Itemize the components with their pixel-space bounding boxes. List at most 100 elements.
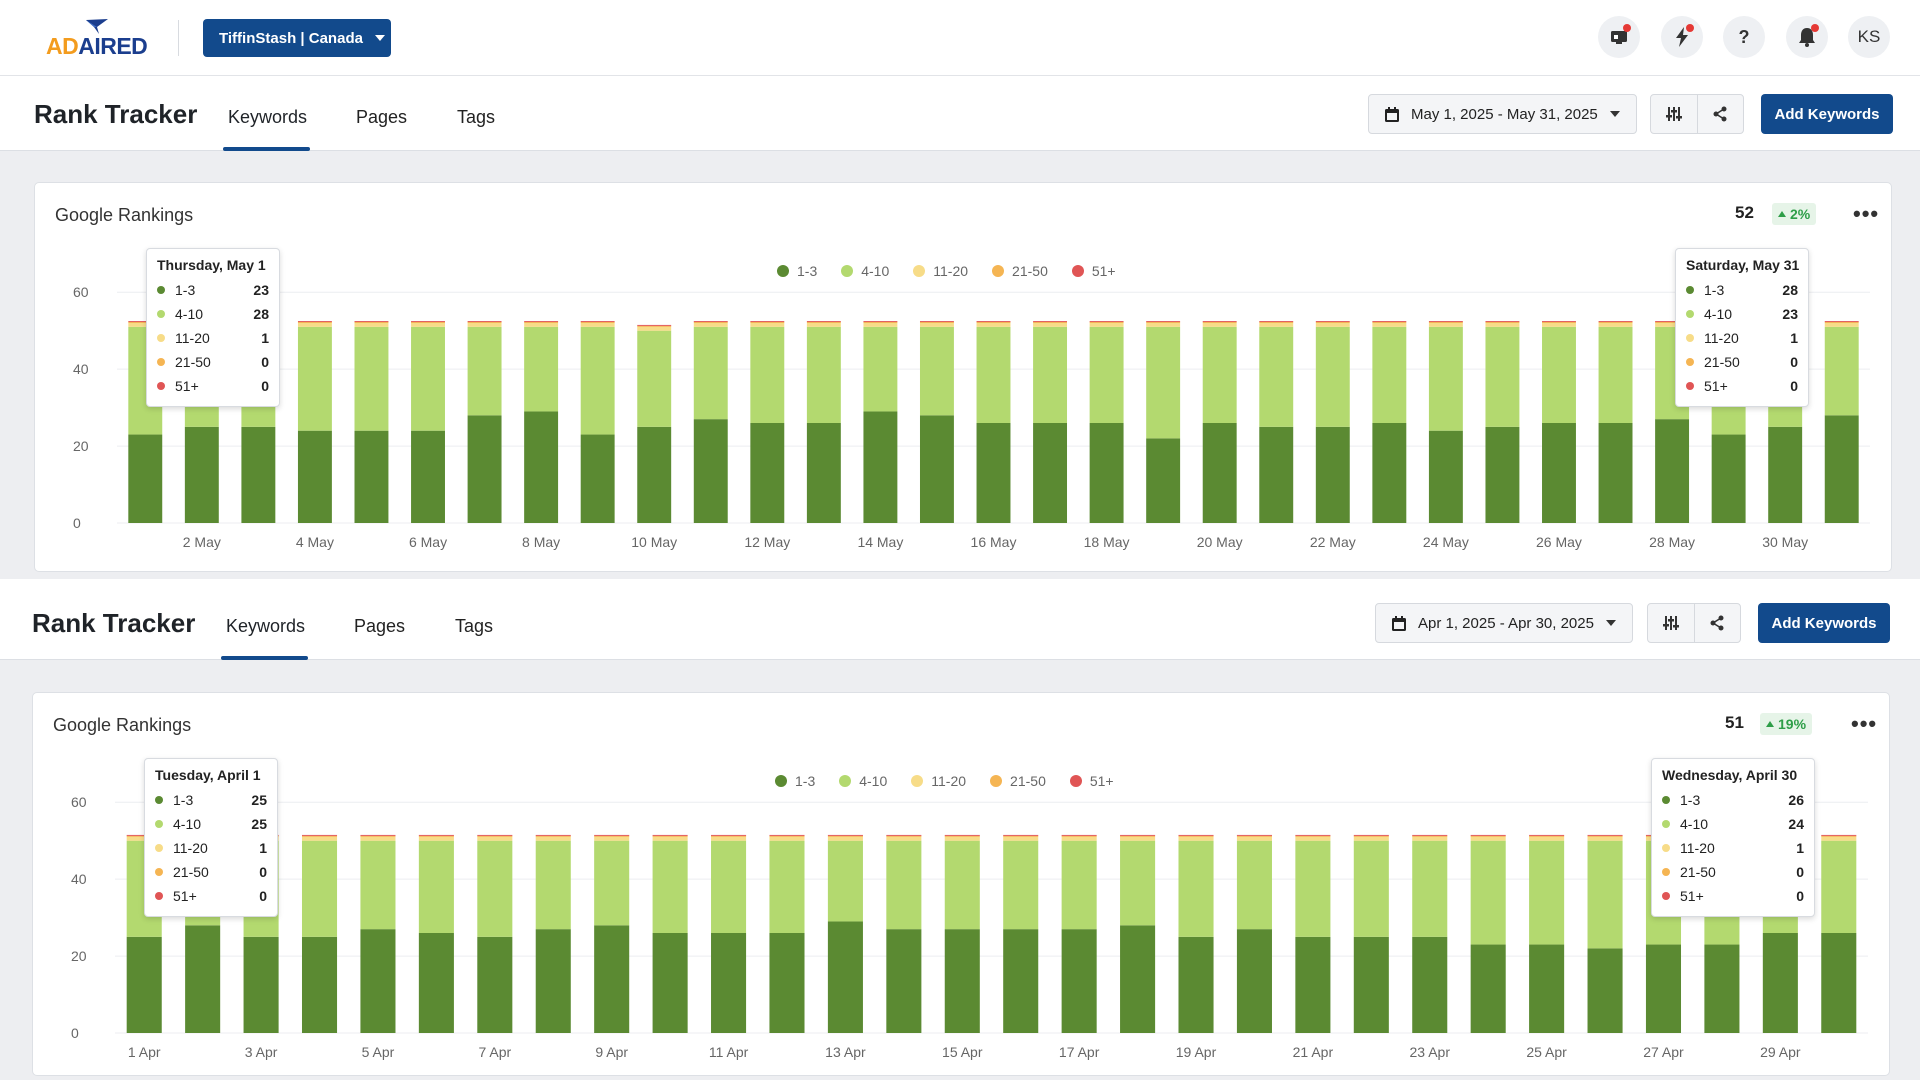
bar-segment-21-50: [360, 835, 396, 837]
bar-segment-1-3: [185, 925, 221, 1033]
x-tick-label: 20 May: [1197, 534, 1243, 550]
legend-item-51-plus[interactable]: 51+: [1071, 263, 1116, 279]
tab-keywords[interactable]: Keywords: [226, 616, 306, 636]
legend-item-1-3[interactable]: 1-3: [777, 263, 817, 279]
bar-segment-4-10: [1259, 326, 1294, 427]
bar-segment-51+: [750, 321, 785, 323]
bar-segment-1-3: [1711, 434, 1746, 523]
tooltip-date: Wednesday, April 30: [1662, 767, 1798, 783]
bar-segment-51+: [919, 321, 954, 323]
bar-segment-21-50: [693, 322, 728, 323]
bar-segment-1-3: [806, 423, 841, 523]
tab-tags[interactable]: Tags: [457, 107, 496, 127]
share-icon[interactable]: [1693, 604, 1740, 642]
bar-segment-1-3: [128, 434, 163, 523]
bar-segment-11-20: [594, 836, 630, 841]
tab-pages[interactable]: Pages: [354, 616, 406, 636]
bar-segment-4-10: [580, 326, 615, 435]
legend-item-11-20[interactable]: 11-20: [911, 773, 966, 789]
bar-segment-11-20: [1146, 323, 1181, 327]
tab-keywords[interactable]: Keywords: [228, 107, 308, 127]
bolt-icon[interactable]: [1661, 16, 1703, 58]
x-tick-label: 4 May: [296, 534, 334, 550]
bar-segment-51+: [1202, 321, 1237, 323]
adaired-logo[interactable]: ADAIRED: [46, 18, 148, 59]
legend-item-4-10[interactable]: 4-10: [839, 773, 887, 789]
calendar-icon: [1392, 615, 1406, 631]
add-keywords-button[interactable]: Add Keywords: [1758, 603, 1890, 643]
chart-legend: 1-3 4-10 11-20 21-50 51+: [777, 263, 1116, 279]
page-title: Rank Tracker: [34, 99, 198, 129]
bar-segment-11-20: [750, 323, 785, 327]
bar-segment-51+: [1353, 834, 1389, 836]
bar-segment-4-10: [750, 326, 785, 423]
filter-settings-icon[interactable]: [1648, 604, 1694, 642]
calendar-icon: [1385, 106, 1399, 122]
bar-segment-11-20: [1470, 836, 1506, 841]
date-range-picker[interactable]: May 1, 2025 - May 31, 2025: [1368, 94, 1637, 134]
bar-segment-51+: [1412, 834, 1448, 836]
avatar[interactable]: KS: [1848, 16, 1890, 58]
bar-segment-4-10: [1824, 326, 1859, 416]
filter-settings-icon[interactable]: [1651, 95, 1697, 133]
more-options-icon[interactable]: •••: [1853, 201, 1880, 226]
bar-segment-21-50: [1412, 835, 1448, 837]
monitor-alert-icon[interactable]: [1598, 16, 1640, 58]
bar-segment-1-3: [1236, 929, 1272, 1033]
legend-item-21-50[interactable]: 21-50: [992, 263, 1048, 279]
bar-segment-51+: [886, 834, 922, 836]
share-icon[interactable]: [1696, 95, 1743, 133]
help-icon[interactable]: ?: [1723, 16, 1765, 58]
bar-segment-11-20: [467, 323, 502, 327]
bar-segment-1-3: [241, 426, 276, 523]
bar-segment-1-3: [184, 426, 219, 523]
x-tick-label: 17 Apr: [1059, 1044, 1100, 1060]
x-tick-label: 1 Apr: [128, 1044, 161, 1060]
legend-item-51-plus[interactable]: 51+: [1069, 773, 1114, 789]
bar-segment-21-50: [652, 835, 688, 837]
bar-segment-11-20: [863, 323, 898, 327]
date-range-picker[interactable]: Apr 1, 2025 - Apr 30, 2025: [1375, 603, 1633, 643]
tab-pages[interactable]: Pages: [356, 107, 408, 127]
bar-segment-1-3: [1120, 925, 1156, 1033]
bar-segment-21-50: [827, 835, 863, 837]
legend-item-21-50[interactable]: 21-50: [990, 773, 1046, 789]
bar-segment-4-10: [1428, 326, 1463, 431]
bar-segment-51+: [1295, 834, 1331, 836]
legend-item-4-10[interactable]: 4-10: [841, 263, 889, 279]
bar-segment-21-50: [976, 322, 1011, 323]
bar-segment-1-3: [524, 411, 559, 523]
bar-segment-1-3: [1428, 430, 1463, 523]
tooltip-last-day: Wednesday, April 30 1-3 26 4-10 24 11-20 1 …: [1651, 758, 1815, 917]
card-title: Google Rankings: [53, 715, 192, 735]
bell-icon[interactable]: [1786, 16, 1828, 58]
x-tick-label: 28 May: [1649, 534, 1695, 550]
bar-segment-4-10: [863, 326, 898, 412]
bar-segment-21-50: [1353, 835, 1389, 837]
bar-segment-11-20: [354, 323, 389, 327]
bar-segment-21-50: [128, 322, 163, 323]
legend-item-1-3[interactable]: 1-3: [775, 773, 815, 789]
page-title: Rank Tracker: [32, 608, 196, 638]
bar-segment-1-3: [360, 929, 396, 1033]
bar-segment-1-3: [711, 933, 747, 1033]
bar-segment-11-20: [1003, 836, 1039, 841]
legend-item-11-20[interactable]: 11-20: [913, 263, 968, 279]
bar-segment-4-10: [1315, 326, 1350, 427]
bar-segment-51+: [944, 834, 980, 836]
bar-segment-51+: [976, 321, 1011, 323]
bar-segment-21-50: [769, 835, 805, 837]
bar-segment-21-50: [1061, 835, 1097, 837]
add-keywords-button[interactable]: Add Keywords: [1761, 94, 1893, 134]
more-options-icon[interactable]: •••: [1851, 711, 1878, 736]
tooltip-row: 11-20 1: [1686, 326, 1798, 350]
bar-segment-11-20: [1295, 836, 1331, 841]
bar-segment-11-20: [711, 836, 747, 841]
tab-tags[interactable]: Tags: [455, 616, 494, 636]
bar-segment-21-50: [594, 835, 630, 837]
x-tick-label: 3 Apr: [245, 1044, 278, 1060]
bar-segment-1-3: [1470, 944, 1506, 1033]
bar-segment-51+: [1470, 834, 1506, 836]
account-selector[interactable]: TiffinStash | Canada: [203, 19, 391, 57]
bar-segment-51+: [1824, 321, 1859, 323]
